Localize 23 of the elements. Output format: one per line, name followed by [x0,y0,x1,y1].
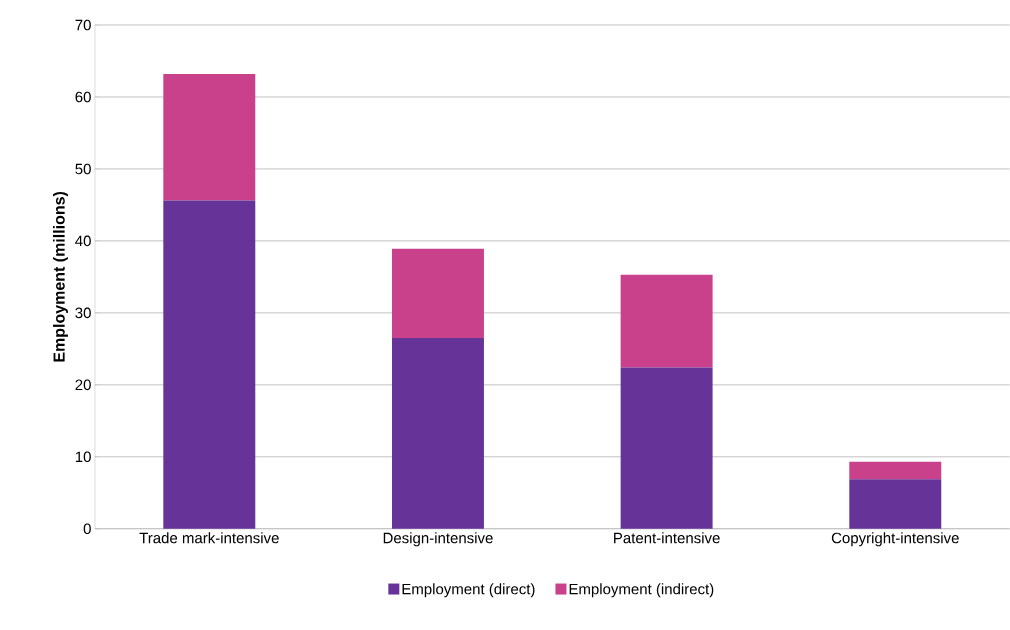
bar [620,274,713,368]
bar [620,367,713,529]
bar [849,479,942,529]
y-tick-label: 50 [75,163,91,175]
y-tick-label: 40 [75,235,91,247]
bar [849,461,942,480]
bar [391,338,484,529]
y-tick-label: 10 [75,451,91,463]
x-tick-label: Patent-intensive [614,532,720,544]
y-tick-label: 0 [83,523,91,535]
y-axis-title: Employment (millions) [53,192,68,362]
x-tick-label: Copyright-intensive [831,532,959,547]
x-tick-label: Design-intensive [383,532,493,547]
bar [391,248,484,339]
y-tick-label: 70 [75,19,91,31]
x-tick-label: Trade mark-intensive [139,532,279,544]
legend-label: Employment (direct) [402,583,535,598]
y-tick-label: 20 [75,379,91,391]
y-tick-label: 60 [75,91,91,103]
bar [163,200,256,529]
y-tick-label: 30 [75,307,91,319]
bar [163,74,256,201]
legend-label: Employment (indirect) [569,583,714,598]
